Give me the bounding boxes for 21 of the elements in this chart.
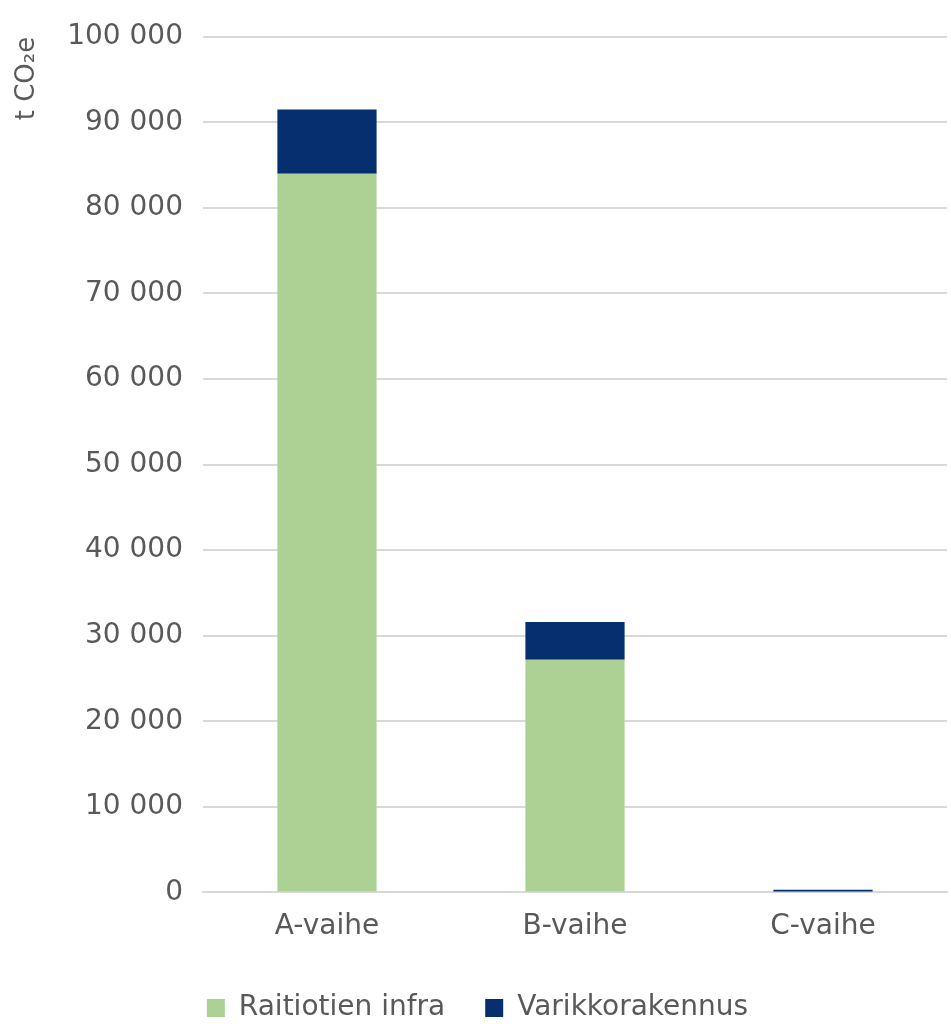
bar: [277, 173, 377, 892]
x-tick-label: C-vaihe: [770, 908, 876, 942]
legend-label: Raitiotien infra: [238, 989, 446, 1023]
y-tick-label: 20 000: [85, 702, 183, 736]
y-tick-label: 90 000: [85, 103, 183, 137]
x-tick-label: A-vaihe: [274, 908, 380, 942]
y-tick-label: 70 000: [85, 274, 183, 308]
bar: [525, 622, 625, 660]
y-tick-label: 100 000: [67, 18, 183, 52]
bar: [525, 659, 625, 892]
y-tick-label: 50 000: [85, 445, 183, 479]
y-tick-label: 0: [165, 873, 183, 907]
y-tick-label: 60 000: [85, 360, 183, 394]
y-tick-label: 10 000: [85, 788, 183, 822]
legend-label: Varikkorakennus: [517, 989, 749, 1023]
y-tick-label: 30 000: [85, 617, 183, 650]
y-tick-label: 40 000: [85, 531, 183, 565]
bar: [277, 109, 377, 174]
y-axis-title: t CO₂e: [10, 36, 41, 121]
x-tick-label: B-vaihe: [522, 908, 628, 942]
y-tick-label: 80 000: [85, 189, 183, 223]
